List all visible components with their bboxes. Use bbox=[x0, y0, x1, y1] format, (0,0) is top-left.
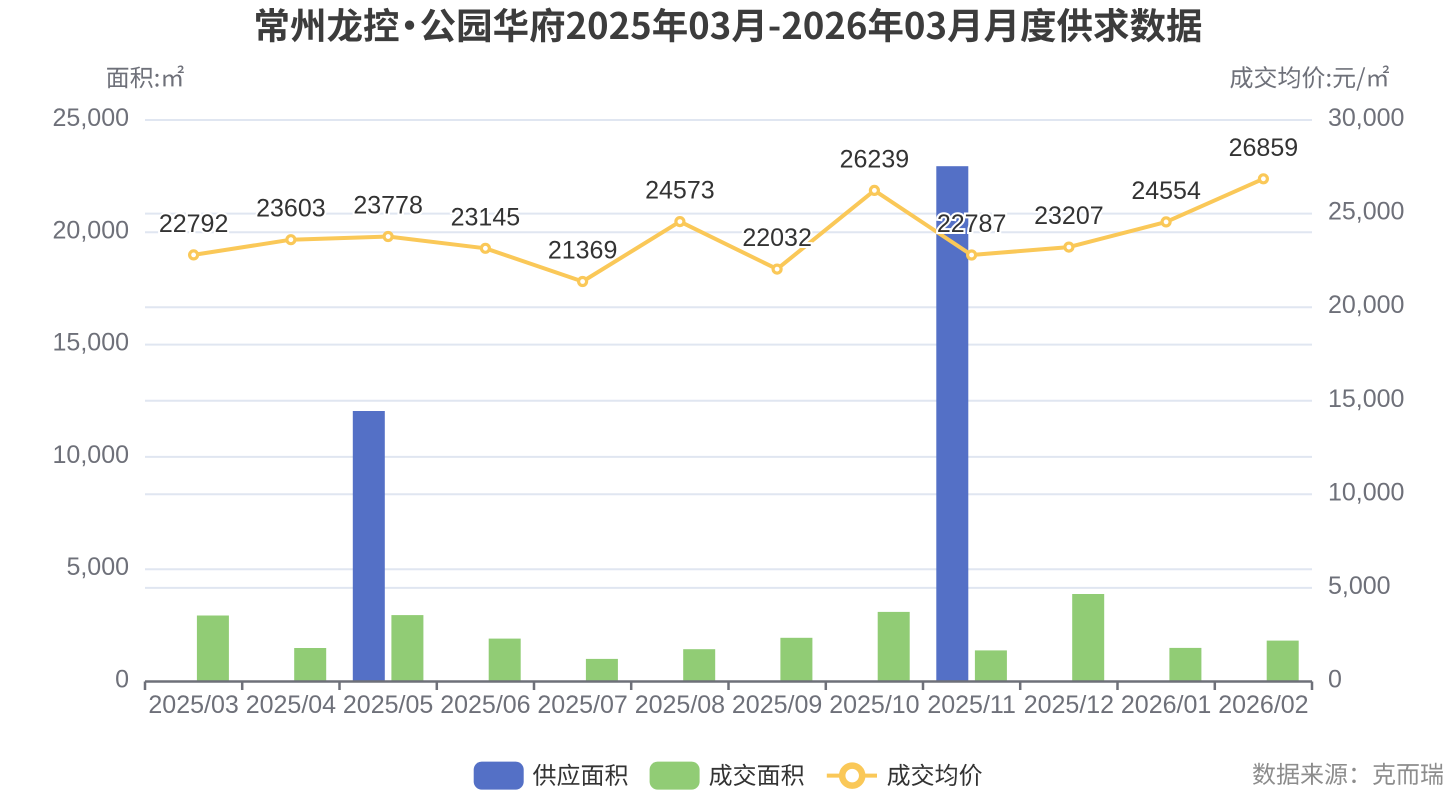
svg-text:22787: 22787 bbox=[937, 210, 1007, 238]
svg-text:2025/10: 2025/10 bbox=[829, 691, 919, 719]
svg-text:20,000: 20,000 bbox=[1328, 291, 1404, 319]
svg-text:22032: 22032 bbox=[742, 224, 812, 252]
svg-text:5,000: 5,000 bbox=[66, 553, 129, 581]
svg-text:10,000: 10,000 bbox=[1328, 478, 1404, 506]
svg-text:15,000: 15,000 bbox=[1328, 385, 1404, 413]
svg-text:0: 0 bbox=[1328, 666, 1342, 694]
svg-text:26239: 26239 bbox=[840, 145, 910, 173]
svg-text:21369: 21369 bbox=[548, 237, 618, 265]
svg-text:2026/02: 2026/02 bbox=[1218, 691, 1308, 719]
svg-text:2026/01: 2026/01 bbox=[1121, 691, 1211, 719]
svg-text:2025/06: 2025/06 bbox=[440, 691, 530, 719]
svg-text:2025/05: 2025/05 bbox=[343, 691, 433, 719]
svg-text:5,000: 5,000 bbox=[1328, 572, 1391, 600]
svg-text:30,000: 30,000 bbox=[1328, 104, 1404, 132]
svg-text:2025/08: 2025/08 bbox=[635, 691, 725, 719]
svg-text:25,000: 25,000 bbox=[53, 104, 129, 132]
svg-text:22792: 22792 bbox=[159, 210, 229, 238]
svg-text:2025/11: 2025/11 bbox=[927, 691, 1016, 719]
svg-text:24554: 24554 bbox=[1131, 177, 1201, 205]
svg-text:23145: 23145 bbox=[451, 203, 521, 231]
svg-text:23603: 23603 bbox=[256, 195, 326, 223]
svg-text:0: 0 bbox=[115, 666, 129, 694]
svg-text:10,000: 10,000 bbox=[53, 441, 129, 469]
svg-text:2025/07: 2025/07 bbox=[537, 691, 627, 719]
svg-text:23207: 23207 bbox=[1034, 202, 1104, 230]
svg-text:20,000: 20,000 bbox=[53, 216, 129, 244]
svg-text:15,000: 15,000 bbox=[53, 329, 129, 357]
svg-text:2025/03: 2025/03 bbox=[148, 691, 238, 719]
svg-text:24573: 24573 bbox=[645, 177, 715, 205]
svg-text:25,000: 25,000 bbox=[1328, 198, 1404, 226]
svg-text:2025/04: 2025/04 bbox=[246, 691, 336, 719]
svg-text:23778: 23778 bbox=[353, 192, 423, 220]
svg-text:2025/09: 2025/09 bbox=[732, 691, 822, 719]
svg-text:2025/12: 2025/12 bbox=[1024, 691, 1114, 719]
svg-text:26859: 26859 bbox=[1229, 134, 1299, 162]
